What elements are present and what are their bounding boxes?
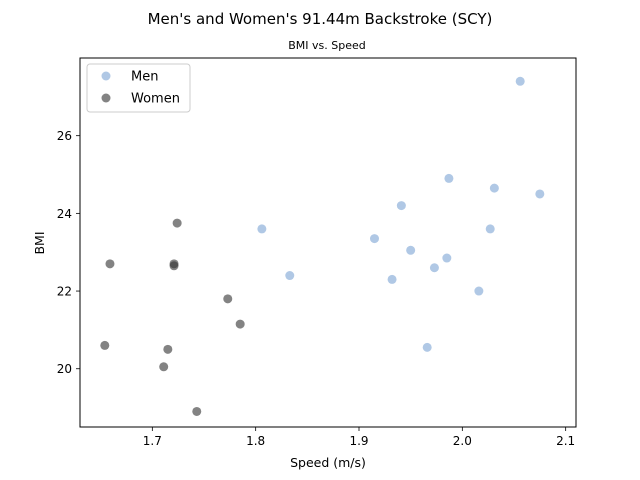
- axis-ticks: 1.7 1.8 1.9 2.0 2.1 20 22 24 26: [57, 129, 575, 448]
- data-point-women: [169, 261, 179, 271]
- y-tick-label: 20: [57, 362, 72, 376]
- data-point-men: [370, 234, 379, 244]
- data-point-men: [489, 183, 499, 193]
- data-point-men: [535, 189, 545, 199]
- plot-area: [79, 57, 577, 428]
- x-tick-label: 1.7: [143, 434, 162, 448]
- x-tick-label: 1.9: [349, 434, 368, 448]
- data-point-men: [474, 286, 484, 296]
- x-axis-label: Speed (m/s): [290, 455, 366, 470]
- data-point-men: [406, 245, 416, 255]
- data-point-men: [285, 271, 295, 281]
- y-tick-label: 22: [57, 285, 72, 299]
- data-point-women: [100, 340, 110, 350]
- chart-suptitle: Men's and Women's 91.44m Backstroke (SCY…: [148, 10, 493, 28]
- y-tick-label: 24: [57, 207, 72, 221]
- data-point-men: [422, 342, 432, 352]
- data-point-men: [429, 263, 439, 273]
- data-point-women: [105, 259, 115, 269]
- data-points: [100, 76, 545, 416]
- legend-marker-men: [101, 71, 111, 81]
- legend-marker-women: [101, 93, 111, 103]
- legend-box: [86, 63, 191, 113]
- chart-title: BMI vs. Speed: [288, 39, 366, 52]
- y-axis-label: BMI: [32, 231, 47, 254]
- data-point-men: [396, 201, 406, 211]
- x-tick-label: 2.0: [453, 434, 472, 448]
- data-point-men: [387, 274, 397, 284]
- data-point-women: [192, 406, 202, 416]
- x-tick-label: 1.8: [246, 434, 265, 448]
- data-point-men: [485, 224, 495, 234]
- legend-label-men: Men: [131, 70, 158, 85]
- data-point-men: [442, 253, 452, 263]
- data-point-women: [159, 362, 169, 372]
- y-tick-label: 26: [57, 129, 72, 143]
- data-point-men: [515, 76, 525, 86]
- data-point-men: [444, 173, 454, 183]
- x-tick-label: 2.1: [556, 434, 575, 448]
- data-point-women: [163, 344, 173, 354]
- legend-label-women: Women: [131, 92, 180, 107]
- data-point-women: [235, 319, 245, 329]
- data-point-women: [172, 218, 182, 228]
- legend: Men Women: [86, 63, 191, 113]
- data-point-men: [257, 224, 267, 234]
- data-point-women: [223, 294, 233, 304]
